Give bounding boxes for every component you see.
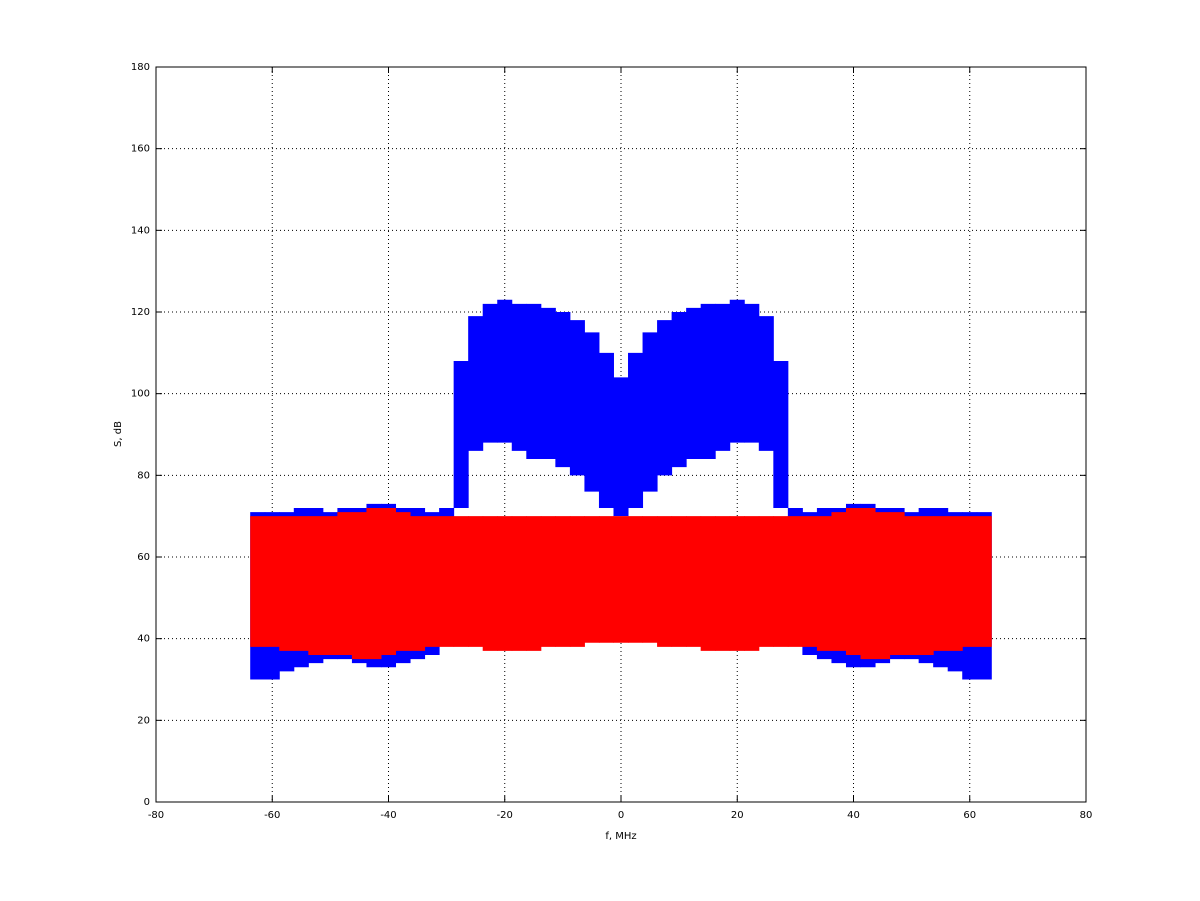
x-tick-label: 60 [963,810,976,821]
x-tick-label: -40 [380,810,396,821]
x-tick-label: -60 [264,810,280,821]
x-tick-label: -80 [148,810,164,821]
y-tick-label: 140 [131,225,150,236]
y-tick-label: 80 [137,470,150,481]
x-tick-label: 80 [1080,810,1093,821]
y-tick-label: 20 [137,715,150,726]
plot-frame [155,66,1087,803]
y-tick-label: 40 [137,634,150,645]
x-tick-label: 20 [731,810,744,821]
x-tick-label: 40 [847,810,860,821]
y-axis-label: S, dB [113,421,124,447]
x-tick-label: 0 [618,810,624,821]
y-tick-label: 160 [131,144,150,155]
x-axis-label: f, MHz [605,831,636,842]
x-tick-label: -20 [497,810,513,821]
y-tick-label: 120 [131,307,150,318]
y-tick-label: 60 [137,552,150,563]
y-tick-label: 180 [131,62,150,73]
y-tick-label: 100 [131,389,150,400]
y-tick-label: 0 [144,797,150,808]
